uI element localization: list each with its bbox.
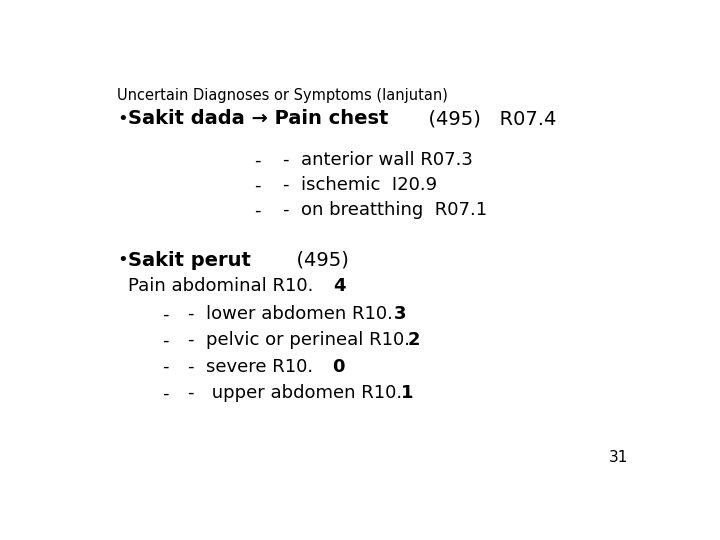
Text: (495): (495) xyxy=(284,251,349,269)
Text: •: • xyxy=(117,251,127,269)
Text: Pain abdominal R10.: Pain abdominal R10. xyxy=(128,278,313,295)
Text: -: - xyxy=(163,332,169,349)
Text: 31: 31 xyxy=(609,450,629,465)
Text: -   upper abdomen R10.: - upper abdomen R10. xyxy=(188,384,402,402)
Text: -  ischemic  I20.9: - ischemic I20.9 xyxy=(282,177,436,194)
Text: -: - xyxy=(163,305,169,323)
Text: 0: 0 xyxy=(333,357,345,376)
Text: -: - xyxy=(163,357,169,376)
Text: 3: 3 xyxy=(395,305,407,323)
Text: Uncertain Diagnoses or Symptoms (lanjutan): Uncertain Diagnoses or Symptoms (lanjuta… xyxy=(117,87,448,103)
Text: -  anterior wall R07.3: - anterior wall R07.3 xyxy=(282,151,472,170)
Text: (495)   R07.4: (495) R07.4 xyxy=(391,110,557,129)
Text: -: - xyxy=(255,177,261,194)
Text: -: - xyxy=(163,384,169,402)
Text: -  on breatthing  R07.1: - on breatthing R07.1 xyxy=(282,201,487,219)
Text: Sakit perut: Sakit perut xyxy=(128,251,251,269)
Text: 2: 2 xyxy=(408,332,420,349)
Text: -  lower abdomen R10.: - lower abdomen R10. xyxy=(188,305,392,323)
Text: -: - xyxy=(255,201,261,219)
Text: •: • xyxy=(117,110,127,128)
Text: -  pelvic or perineal R10.: - pelvic or perineal R10. xyxy=(188,332,410,349)
Text: -  severe R10.: - severe R10. xyxy=(188,357,312,376)
Text: Sakit dada → Pain chest: Sakit dada → Pain chest xyxy=(128,110,388,129)
Text: 1: 1 xyxy=(401,384,414,402)
Text: -: - xyxy=(255,151,261,170)
Text: 4: 4 xyxy=(333,278,346,295)
